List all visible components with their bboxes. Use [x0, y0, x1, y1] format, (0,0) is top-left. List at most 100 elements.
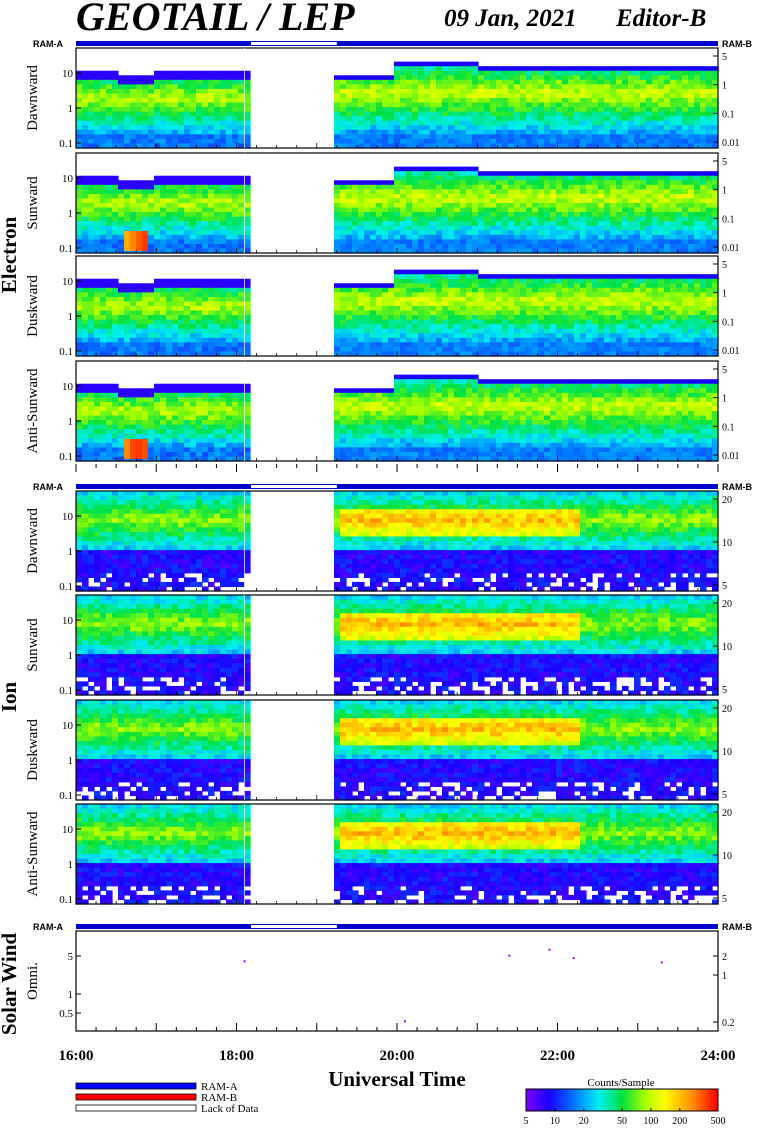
electron-ram-bar — [76, 41, 718, 46]
electron-sunward-rtick: 0.01 — [722, 243, 740, 254]
solarwind-ram-gap — [250, 925, 337, 928]
ion-anti-sunward-rtick: 20 — [722, 808, 732, 819]
electron-anti-sunward-rtick: 0.1 — [722, 422, 735, 433]
ion-duskward-ytick: 0.1 — [59, 790, 73, 802]
chart-title: GEOTAIL / LEP — [76, 0, 355, 39]
x-tick-label: 24:00 — [701, 1048, 736, 1064]
solar-wind-point — [548, 948, 551, 951]
electron-sunward-rtick: 1 — [722, 186, 727, 197]
electron-duskward-label: Duskward — [25, 275, 41, 337]
colorbar-tick: 50 — [617, 1116, 627, 1127]
electron-dawnward-rtick: 5 — [722, 52, 727, 63]
electron-duskward-ytick: 1 — [68, 311, 74, 323]
x-tick-label: 16:00 — [59, 1048, 94, 1064]
electron-dawnward-rtick: 0.01 — [722, 138, 740, 149]
ion-anti-sunward-rtick: 5 — [722, 894, 727, 905]
electron-dawnward-label: Dawnward — [25, 65, 41, 131]
colorbar-gradient — [525, 1088, 719, 1112]
electron-sunward-label: Sunward — [25, 176, 41, 230]
solar-wind-point — [508, 954, 511, 957]
solar-wind-point — [243, 960, 246, 963]
solarwind-ram-bar — [76, 924, 718, 929]
colorbar-tick: 500 — [711, 1116, 726, 1127]
electron-duskward-rtick: 1 — [722, 289, 727, 300]
ion-dawnward-panel: Dawnward 10 1 0.1 20 10 5 — [25, 490, 732, 593]
ion-sunward-label: Sunward — [25, 618, 41, 672]
species-label-ion: Ion — [0, 682, 21, 713]
ion-ram-a-label: RAM-A — [33, 482, 63, 492]
electron-duskward-panel: Duskward 10 1 0.1 5 1 0.1 0.01 — [25, 255, 740, 358]
ion-ram-gap — [250, 485, 337, 488]
electron-sunward-rtick: 0.1 — [722, 214, 735, 225]
electron-dawnward-ytick: 0.1 — [59, 138, 73, 150]
ion-sunward-rtick: 20 — [722, 599, 732, 610]
solar-wind-ytick: 5 — [68, 951, 74, 963]
legend-swatch — [75, 1093, 197, 1101]
electron-sunward-ytick: 10 — [62, 173, 74, 185]
solar-wind-point — [660, 961, 663, 964]
legend-label: RAM-A — [201, 1081, 238, 1093]
ion-sunward-ytick: 10 — [62, 615, 74, 627]
solar-wind-ytick: 0.5 — [59, 1008, 73, 1020]
ion-dawnward-rtick: 10 — [722, 538, 732, 549]
ion-duskward-rtick: 20 — [722, 704, 732, 715]
ion-sunward-ytick: 0.1 — [59, 685, 73, 697]
electron-duskward-rtick: 0.1 — [722, 317, 735, 328]
electron-sunward-panel: Sunward 10 1 0.1 5 1 0.1 0.01 — [25, 152, 740, 255]
species-label-solar-wind: Solar Wind — [0, 933, 21, 1035]
electron-duskward-ytick: 0.1 — [59, 346, 73, 358]
electron-sunward-rtick: 5 — [722, 157, 727, 168]
colorbar-tick: 20 — [579, 1116, 589, 1127]
electron-anti-sunward-panel: Anti-Sunward 10 1 0.1 5 1 0.1 0.01 — [25, 360, 740, 463]
ion-anti-sunward-ytick: 10 — [62, 824, 74, 836]
electron-ram-a-label: RAM-A — [33, 39, 63, 49]
ion-dawnward-rtick: 20 — [722, 495, 732, 506]
solar-wind-rtick: 2 — [722, 952, 727, 963]
electron-dawnward-ytick: 10 — [62, 68, 74, 80]
colorbar-tick: 10 — [550, 1116, 560, 1127]
ion-duskward-ytick: 10 — [62, 720, 74, 732]
ion-anti-sunward-ytick: 1 — [68, 859, 74, 871]
ion-duskward-ytick: 1 — [68, 755, 74, 767]
x-tick-label: 22:00 — [540, 1048, 575, 1064]
ion-duskward-panel: Duskward 10 1 0.1 20 10 5 — [25, 699, 732, 802]
electron-dawnward-rtick: 0.1 — [722, 109, 735, 120]
ion-sunward-rtick: 5 — [722, 685, 727, 696]
x-axis-label: Universal Time — [328, 1067, 465, 1091]
legend-swatch — [75, 1104, 197, 1112]
colorbar-tick: 200 — [672, 1116, 687, 1127]
solar-wind-omni-label: Omni. — [25, 962, 41, 1000]
ion-anti-sunward-panel: Anti-Sunward 10 1 0.1 20 10 5 — [25, 803, 732, 906]
x-tick-label: 18:00 — [219, 1048, 254, 1064]
species-labels: Electron Ion Solar Wind — [0, 216, 21, 1035]
solar-wind-point — [572, 957, 575, 960]
solar-wind-panel: Omni. 5 1 0.5 2 1 0.2 — [25, 930, 735, 1032]
electron-anti-sunward-rtick: 1 — [722, 394, 727, 405]
ion-duskward-label: Duskward — [25, 719, 41, 781]
legend-swatch — [75, 1082, 197, 1090]
electron-ram-b-label: RAM-B — [722, 39, 752, 49]
electron-duskward-ytick: 10 — [62, 276, 74, 288]
electron-anti-sunward-rtick: 5 — [722, 365, 727, 376]
time-axis: 16:00 18:00 20:00 22:00 24:00 — [59, 1048, 736, 1064]
electron-anti-sunward-ytick: 10 — [62, 381, 74, 393]
chart-editor: Editor-B — [615, 5, 706, 32]
ion-dawnward-ytick: 1 — [68, 546, 74, 558]
solar-wind-rtick: 0.2 — [722, 1018, 735, 1029]
chart-date: 09 Jan, 2021 — [444, 5, 577, 32]
spectrogram-panels: RAM-A RAM-B Dawnward 10 1 0.1 5 1 0.1 0.01 Sunward… — [25, 39, 752, 1032]
solar-wind-ytick: 1 — [68, 989, 74, 1001]
electron-sunward-ytick: 1 — [68, 208, 74, 220]
electron-dawnward-ytick: 1 — [68, 103, 74, 115]
colorbar-tick: 100 — [643, 1116, 658, 1127]
solar-wind-point — [404, 1020, 407, 1023]
electron-duskward-rtick: 0.01 — [722, 346, 740, 357]
electron-anti-sunward-ytick: 0.1 — [59, 451, 73, 463]
ion-dawnward-ytick: 10 — [62, 511, 74, 523]
ion-anti-sunward-label: Anti-Sunward — [25, 811, 41, 896]
legend-label: RAM-B — [201, 1092, 237, 1104]
ion-ram-b-label: RAM-B — [722, 482, 752, 492]
solarwind-ram-a-label: RAM-A — [33, 922, 63, 932]
colorbar: Counts/Sample 5 10 20 50 100 200 500 — [524, 1077, 726, 1127]
ion-dawnward-rtick: 5 — [722, 581, 727, 592]
